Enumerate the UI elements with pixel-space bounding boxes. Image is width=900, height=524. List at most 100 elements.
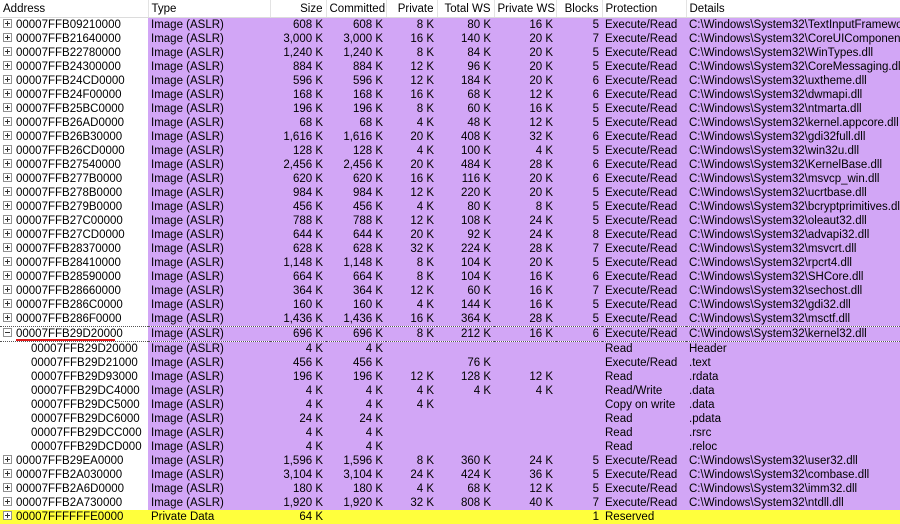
column-header-total-ws[interactable]: Total WS <box>437 0 495 18</box>
expand-icon[interactable] <box>3 33 12 43</box>
region-row[interactable]: 00007FFB2A6D0000 Image (ASLR) 180 K 180 K 4 … <box>0 482 900 496</box>
address-text: 00007FFB277B0000 <box>16 172 123 185</box>
region-row[interactable]: 00007FFFFFFE0000 Private Data 64 K 1 Reserve… <box>0 510 900 524</box>
region-row[interactable]: 00007FFB27540000 Image (ASLR) 2,456 K 2,456… <box>0 158 900 172</box>
section-row[interactable]: 00007FFB29DC4000 Image (ASLR) 4 K 4 K 4 K 4 K… <box>0 384 900 398</box>
expand-icon[interactable] <box>3 173 12 183</box>
region-row[interactable]: 00007FFB28370000 Image (ASLR) 628 K 628 K 32… <box>0 242 900 256</box>
section-row[interactable]: 00007FFB29DC6000 Image (ASLR) 24 K 24 K Read… <box>0 412 900 426</box>
type-cell: Image (ASLR) <box>151 186 224 199</box>
section-row[interactable]: 00007FFB29D21000 Image (ASLR) 456 K 456 K 76… <box>0 356 900 370</box>
private-ws-cell: 36 K <box>529 468 553 481</box>
expand-icon[interactable] <box>3 201 12 211</box>
region-row[interactable]: 00007FFB27CD0000 Image (ASLR) 644 K 644 K 20… <box>0 228 900 242</box>
region-row[interactable]: 00007FFB278B0000 Image (ASLR) 984 K 984 K 12… <box>0 186 900 200</box>
column-header-protection[interactable]: Protection <box>602 0 687 18</box>
region-row[interactable]: 00007FFB2A030000 Image (ASLR) 3,104 K 3,104… <box>0 468 900 482</box>
expand-icon[interactable] <box>3 215 12 225</box>
size-cell: 196 K <box>292 370 323 383</box>
column-header-size[interactable]: Size <box>270 0 327 18</box>
expand-icon[interactable] <box>3 19 12 29</box>
column-header-private-ws[interactable]: Private WS <box>494 0 557 18</box>
expand-icon[interactable] <box>3 159 12 169</box>
size-cell: 128 K <box>292 144 323 157</box>
type-cell: Image (ASLR) <box>151 116 224 129</box>
expand-icon[interactable] <box>3 103 12 113</box>
expand-icon[interactable] <box>3 285 12 295</box>
total-ws-cell <box>437 412 494 426</box>
details-cell: C:\Windows\System32\sechost.dll <box>689 284 863 297</box>
size-cell: 1,920 K <box>283 496 323 509</box>
address-cell: 00007FFB26B30000 <box>0 130 148 144</box>
private-ws-cell: 20 K <box>529 60 553 73</box>
expand-icon[interactable] <box>3 243 12 253</box>
blocks-cell: 8 <box>592 228 599 241</box>
blocks-cell: 5 <box>592 18 599 31</box>
region-row[interactable]: 00007FFB25BC0000 Image (ASLR) 196 K 196 K 8 … <box>0 102 900 116</box>
expand-icon[interactable] <box>3 61 12 71</box>
collapse-icon[interactable] <box>3 328 12 338</box>
type-cell: Private Data <box>151 510 215 523</box>
committed-cell: 196 K <box>352 370 383 383</box>
region-row[interactable]: 00007FFB28410000 Image (ASLR) 1,148 K 1,148… <box>0 256 900 270</box>
expand-icon[interactable] <box>3 187 12 197</box>
expand-icon[interactable] <box>3 117 12 127</box>
region-row[interactable]: 00007FFB28660000 Image (ASLR) 364 K 364 K 12… <box>0 284 900 298</box>
region-row[interactable]: 00007FFB21640000 Image (ASLR) 3,000 K 3,000… <box>0 32 900 46</box>
expand-icon[interactable] <box>3 145 12 155</box>
section-row[interactable]: 00007FFB29DCC000 Image (ASLR) 4 K 4 K Read .r… <box>0 426 900 440</box>
type-cell: Image (ASLR) <box>151 158 224 171</box>
type-cell: Image (ASLR) <box>151 256 224 269</box>
region-row[interactable]: 00007FFB09210000 Image (ASLR) 608 K 608 K 8 … <box>0 17 900 32</box>
expand-icon[interactable] <box>3 483 12 493</box>
committed-cell: 128 K <box>352 144 383 157</box>
expand-icon[interactable] <box>3 469 12 479</box>
section-row[interactable]: 00007FFB29D93000 Image (ASLR) 196 K 196 K 12… <box>0 370 900 384</box>
region-row[interactable]: 00007FFB26B30000 Image (ASLR) 1,616 K 1,616… <box>0 130 900 144</box>
expand-icon[interactable] <box>3 257 12 267</box>
region-row[interactable]: 00007FFB277B0000 Image (ASLR) 620 K 620 K 16… <box>0 172 900 186</box>
column-header-type[interactable]: Type <box>148 0 271 18</box>
region-row[interactable]: 00007FFB26CD0000 Image (ASLR) 128 K 128 K 4 … <box>0 144 900 158</box>
column-header-address[interactable]: Address <box>0 0 149 18</box>
total-ws-cell <box>437 426 494 440</box>
region-row[interactable]: 00007FFB286F0000 Image (ASLR) 1,436 K 1,436… <box>0 312 900 327</box>
region-row[interactable]: 00007FFB27C00000 Image (ASLR) 788 K 788 K 12… <box>0 214 900 228</box>
column-header-details[interactable]: Details <box>686 0 900 18</box>
region-row[interactable]: 00007FFB22780000 Image (ASLR) 1,240 K 1,240… <box>0 46 900 60</box>
column-header-blocks[interactable]: Blocks <box>556 0 603 18</box>
region-row[interactable]: 00007FFB2A730000 Image (ASLR) 1,920 K 1,920… <box>0 496 900 510</box>
region-row[interactable]: 00007FFB24CD0000 Image (ASLR) 596 K 596 K 12… <box>0 74 900 88</box>
size-cell: 620 K <box>292 172 323 185</box>
region-row[interactable]: 00007FFB286C0000 Image (ASLR) 160 K 160 K 4 … <box>0 298 900 312</box>
expand-icon[interactable] <box>3 455 12 465</box>
size-cell: 68 K <box>299 116 323 129</box>
expand-icon[interactable] <box>3 497 12 507</box>
section-row[interactable]: 00007FFB29DCD000 Image (ASLR) 4 K 4 K Read .r… <box>0 440 900 454</box>
expand-icon[interactable] <box>3 89 12 99</box>
total-ws-cell: 80 K <box>467 200 491 213</box>
size-cell: 160 K <box>292 298 323 311</box>
expand-icon[interactable] <box>3 511 12 521</box>
expand-icon[interactable] <box>3 75 12 85</box>
expand-icon[interactable] <box>3 313 12 323</box>
address-text: 00007FFB29DCC000 <box>31 426 142 439</box>
region-row[interactable]: 00007FFB29EA0000 Image (ASLR) 1,596 K 1,596… <box>0 454 900 468</box>
expand-icon[interactable] <box>3 47 12 57</box>
region-row[interactable]: 00007FFB26AD0000 Image (ASLR) 68 K 68 K 4 K 4… <box>0 116 900 130</box>
total-ws-cell <box>437 398 494 412</box>
section-row[interactable]: 00007FFB29DC5000 Image (ASLR) 4 K 4 K 4 K Cop… <box>0 398 900 412</box>
region-row[interactable]: 00007FFB28590000 Image (ASLR) 664 K 664 K 8 … <box>0 270 900 284</box>
expand-icon[interactable] <box>3 131 12 141</box>
region-row[interactable]: 00007FFB279B0000 Image (ASLR) 456 K 456 K 4 … <box>0 200 900 214</box>
region-row[interactable]: 00007FFB24300000 Image (ASLR) 884 K 884 K 12… <box>0 60 900 74</box>
region-row[interactable]: 00007FFB24F00000 Image (ASLR) 168 K 168 K 16… <box>0 88 900 102</box>
expand-icon[interactable] <box>3 299 12 309</box>
expand-icon[interactable] <box>3 229 12 239</box>
total-ws-cell: 68 K <box>467 88 491 101</box>
expand-icon[interactable] <box>3 271 12 281</box>
column-header-private[interactable]: Private <box>386 0 438 18</box>
section-row[interactable]: 00007FFB29D20000 Image (ASLR) 4 K 4 K Read He… <box>0 341 900 356</box>
column-header-committed[interactable]: Committed <box>326 0 387 18</box>
